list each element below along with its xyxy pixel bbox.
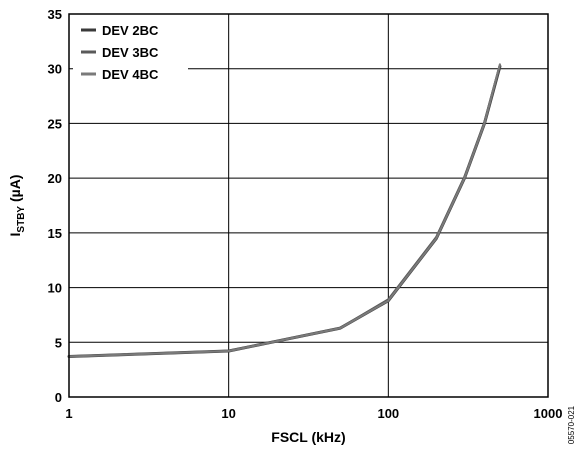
series-line xyxy=(67,65,502,358)
series-lines xyxy=(67,63,502,358)
y-axis-title-sub: STBY xyxy=(16,206,27,233)
series-line xyxy=(68,63,501,358)
y-tick-label: 20 xyxy=(48,171,62,186)
plot-frame xyxy=(68,13,549,398)
y-axis-title-main: I xyxy=(7,233,23,237)
x-axis-title: FSCL (kHz) xyxy=(271,429,345,445)
y-tick-label: 0 xyxy=(55,390,62,405)
y-tick-label: 5 xyxy=(55,335,62,350)
series-line xyxy=(67,64,502,358)
y-tick-label: 25 xyxy=(48,116,62,131)
y-tick-label: 10 xyxy=(48,281,62,296)
y-axis-title: ISTBY (µA) xyxy=(7,175,27,237)
legend-label: DEV 4BC xyxy=(102,67,159,82)
y-tick-label: 15 xyxy=(48,226,62,241)
x-tick-label: 1000 xyxy=(534,406,563,421)
legend-label: DEV 3BC xyxy=(102,45,159,60)
y-axis-title-rest: (µA) xyxy=(7,175,23,206)
tick-labels: 0 5 10 15 20 25 30 35 1 10 100 1000 xyxy=(48,7,563,421)
x-tick-label: 1 xyxy=(65,406,72,421)
legend: DEV 2BC DEV 3BC DEV 4BC xyxy=(73,18,188,94)
x-tick-label: 10 xyxy=(221,406,235,421)
legend-label: DEV 2BC xyxy=(102,23,159,38)
y-tick-label: 35 xyxy=(48,7,62,22)
figure-code: 05570-021 xyxy=(567,405,576,444)
y-tick-label: 30 xyxy=(48,62,62,77)
x-tick-label: 100 xyxy=(377,406,399,421)
